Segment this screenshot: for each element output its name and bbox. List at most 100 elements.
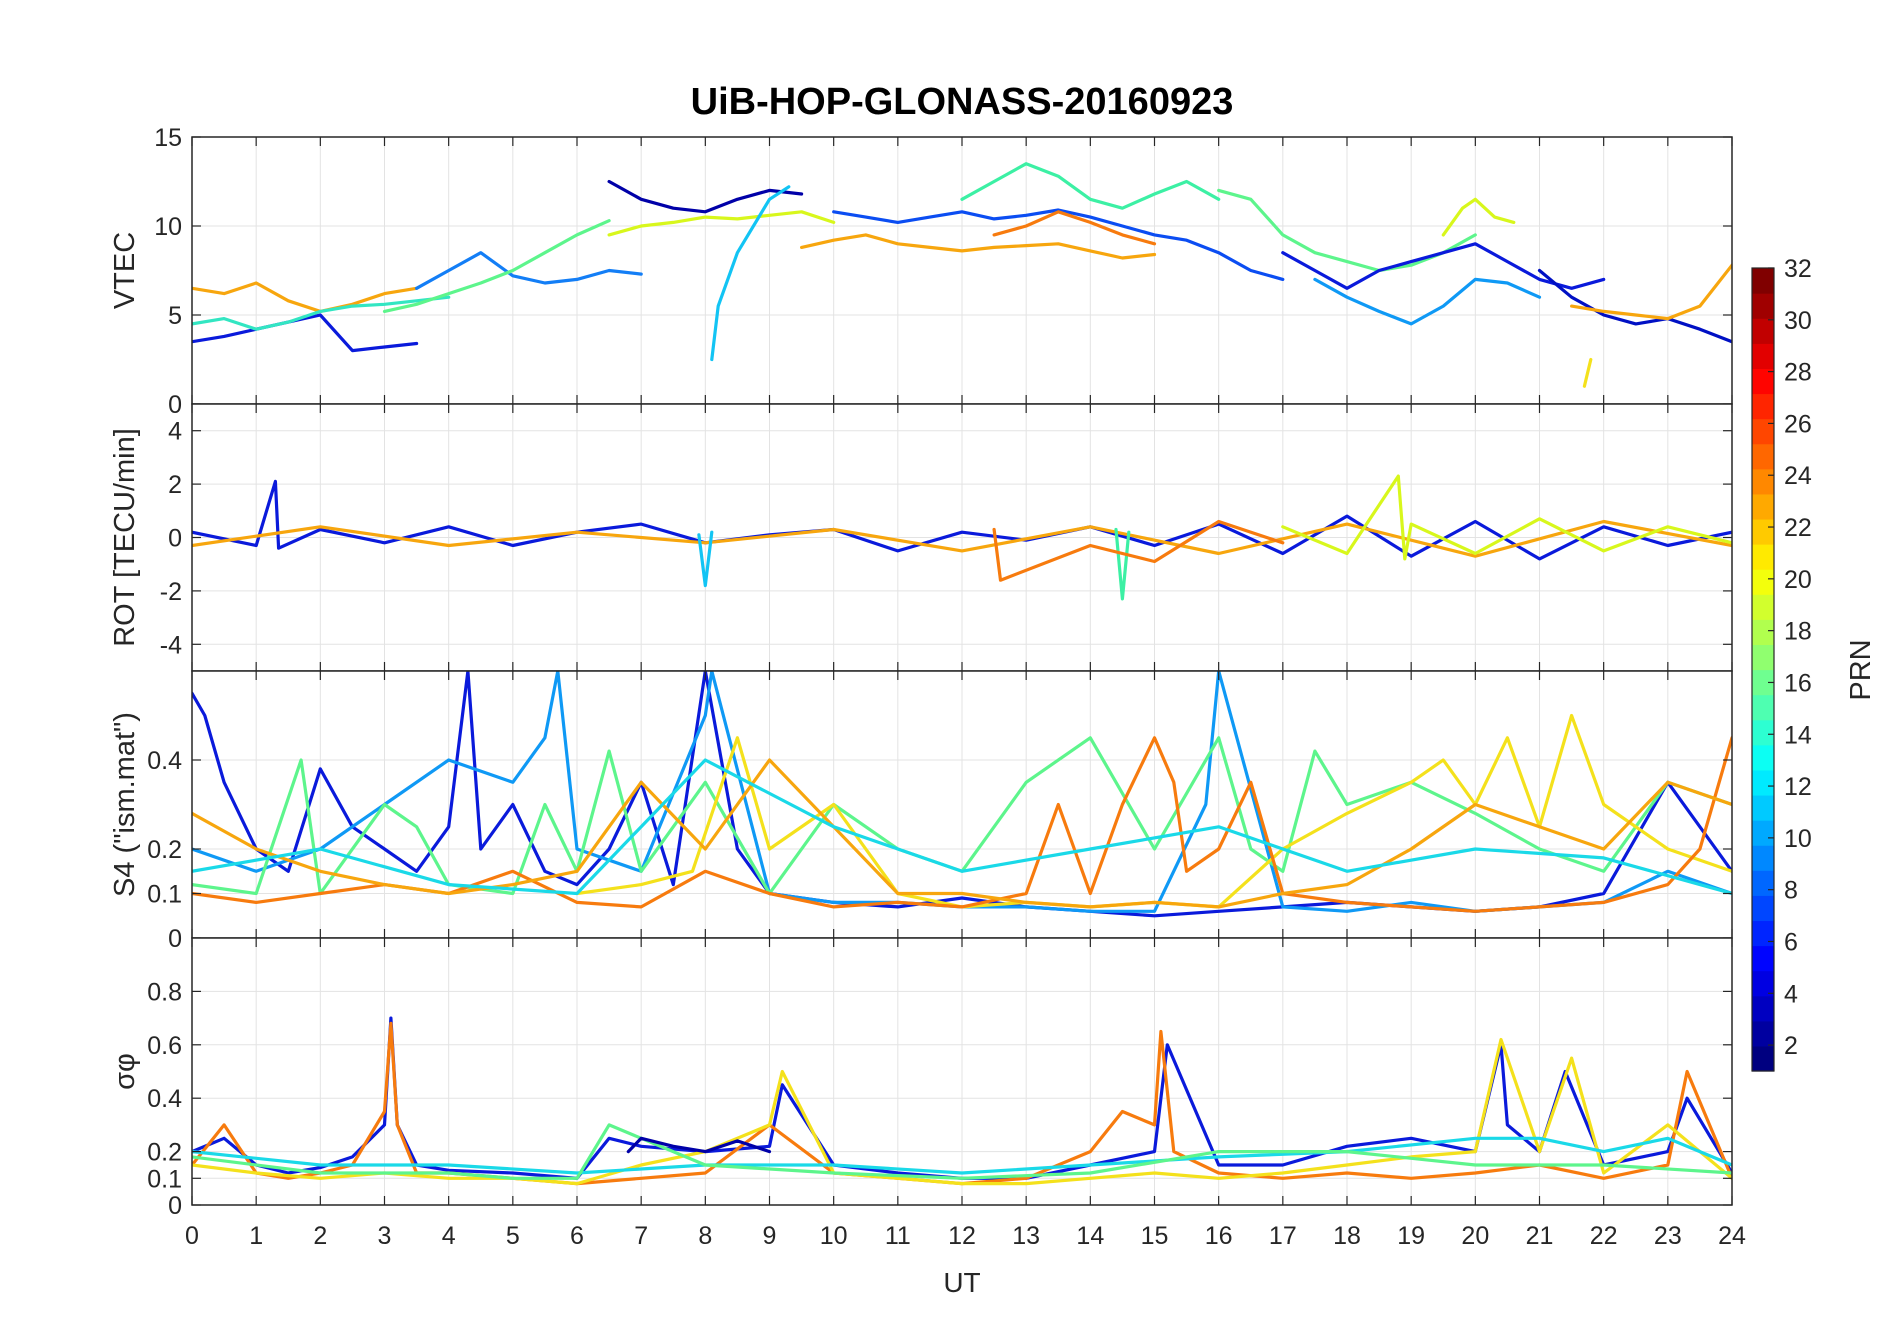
colorbar-tick-label: 32 <box>1784 255 1812 283</box>
y-tick-label: 2 <box>168 471 182 499</box>
x-tick-label: 2 <box>313 1222 327 1250</box>
y-tick-label: 0.8 <box>147 978 182 1006</box>
colorbar-tick-label: 22 <box>1784 514 1812 542</box>
colorbar-tick-label: 10 <box>1784 825 1812 853</box>
series-line-prn-19 <box>1441 197 1516 237</box>
y-axis-label: VTEC <box>109 232 141 309</box>
colorbar-segment <box>1752 443 1774 470</box>
colorbar-segment <box>1752 594 1774 620</box>
series-line-prn-19 <box>1281 474 1732 561</box>
x-tick-label: 5 <box>506 1222 520 1250</box>
x-tick-label: 6 <box>570 1222 584 1250</box>
series-line-prn-4 <box>192 479 1732 561</box>
colorbar-label: PRN <box>1845 639 1877 700</box>
x-tick-label: 8 <box>698 1222 712 1250</box>
y-tick-label: 0.4 <box>147 747 182 775</box>
colorbar-segment <box>1752 870 1774 896</box>
x-tick-label: 23 <box>1654 1222 1682 1250</box>
colorbar-segment <box>1752 744 1774 771</box>
x-tick-label: 1 <box>249 1222 263 1250</box>
y-tick-label: 0.2 <box>147 1139 182 1167</box>
series-line-prn-22 <box>192 519 1732 558</box>
colorbar-segment <box>1752 719 1774 746</box>
colorbar-segment <box>1752 619 1774 646</box>
series-line-prn-16 <box>382 219 611 313</box>
colorbar-segment <box>1752 318 1774 344</box>
colorbar-segment <box>1752 820 1774 846</box>
colorbar-segment <box>1752 393 1774 420</box>
y-tick-label: 0.6 <box>147 1032 182 1060</box>
y-axis-label: σφ <box>109 1053 141 1090</box>
colorbar-segment <box>1752 995 1774 1022</box>
x-tick-label: 17 <box>1269 1222 1297 1250</box>
x-tick-label: 22 <box>1590 1222 1618 1250</box>
colorbar-segment <box>1752 569 1774 595</box>
y-axis-label: S4 ("ism.mat") <box>109 712 141 897</box>
colorbar-segment <box>1752 368 1774 395</box>
tick-marks <box>191 404 1733 671</box>
x-tick-label: 15 <box>1141 1222 1169 1250</box>
x-tick-label: 18 <box>1333 1222 1361 1250</box>
colorbar-segment <box>1752 268 1774 294</box>
colorbar-segment <box>1752 293 1774 319</box>
colorbar-segment <box>1752 518 1774 545</box>
y-tick-label: -4 <box>160 631 182 659</box>
series-line-prn-20 <box>1582 357 1593 388</box>
series-line-prn-16 <box>192 1123 1732 1180</box>
series-line-prn-12 <box>192 758 1732 896</box>
series-line-prn-19 <box>607 210 836 237</box>
series-line-prn-2 <box>626 1136 772 1154</box>
x-tick-label: 20 <box>1461 1222 1489 1250</box>
y-tick-label: 0 <box>168 525 182 553</box>
colorbar-frame <box>1751 267 1775 1072</box>
y-tick-label: 0.2 <box>147 836 182 864</box>
colorbar-segment <box>1752 920 1774 947</box>
colorbar-tick-label: 6 <box>1784 928 1798 956</box>
series-line-prn-3 <box>1537 268 1732 344</box>
colorbar-tick-label: 28 <box>1784 359 1812 387</box>
series-line-prn-24 <box>992 519 1285 582</box>
colorbar-tick-label: 8 <box>1784 877 1798 905</box>
colorbar-tick-label: 4 <box>1784 980 1798 1008</box>
x-tick-label: 12 <box>948 1222 976 1250</box>
y-tick-label: 0.1 <box>147 881 182 909</box>
series-group <box>192 162 1732 388</box>
y-tick-label: 0 <box>168 391 182 419</box>
series-line-prn-22 <box>192 758 1732 909</box>
colorbar-segment <box>1752 644 1774 671</box>
x-axis-label: UT <box>943 1267 980 1298</box>
panel-4: 00.10.2 0.4 0.6 0.8 σφ <box>109 937 1733 1220</box>
x-tick-label: 13 <box>1012 1222 1040 1250</box>
colorbar-segment <box>1752 493 1774 520</box>
colorbar-segment <box>1752 544 1774 570</box>
x-tick-label: 14 <box>1076 1222 1104 1250</box>
series-line-prn-20 <box>192 1037 1732 1186</box>
colorbar-segment <box>1752 694 1774 721</box>
colorbar-segment <box>1752 970 1774 997</box>
y-tick-label: 10 <box>154 213 182 241</box>
series-group <box>192 1016 1732 1186</box>
series-line-prn-6 <box>832 208 1285 281</box>
y-tick-label: 15 <box>154 124 182 152</box>
x-tick-label: 11 <box>885 1222 911 1250</box>
series-line-prn-22 <box>799 233 1157 260</box>
colorbar-tick-label: 2 <box>1784 1032 1798 1060</box>
colorbar-tick-label: 12 <box>1784 773 1812 801</box>
series-line-prn-11 <box>697 530 714 588</box>
series-line-prn-11 <box>710 185 791 362</box>
colorbar-segment <box>1752 769 1774 796</box>
x-tick-label: 10 <box>820 1222 848 1250</box>
x-tick-label: 24 <box>1718 1222 1746 1250</box>
y-tick-label: -2 <box>160 578 182 606</box>
series-line-prn-22 <box>1569 263 1732 321</box>
x-tick-label: 16 <box>1205 1222 1233 1250</box>
series-line-prn-24 <box>992 210 1157 246</box>
series-line-prn-2 <box>607 179 804 214</box>
colorbar-tick-label: 26 <box>1784 410 1812 438</box>
series-line-prn-4 <box>192 313 419 353</box>
y-tick-label: 0.1 <box>147 1165 182 1193</box>
colorbar-tick-label: 16 <box>1784 669 1812 697</box>
